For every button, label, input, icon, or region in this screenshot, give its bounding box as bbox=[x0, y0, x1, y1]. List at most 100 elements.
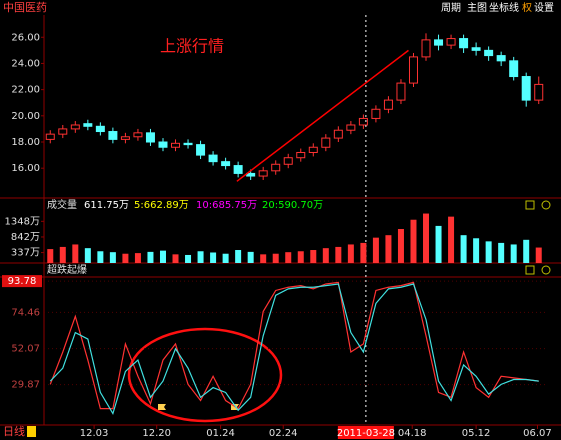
period-icon[interactable] bbox=[27, 426, 36, 437]
candle-body bbox=[183, 142, 193, 146]
volume-bar bbox=[423, 213, 430, 263]
candle-body bbox=[83, 123, 93, 127]
volume-bar bbox=[473, 238, 480, 263]
y-tick-label: 24.00 bbox=[11, 58, 40, 69]
volume-bar bbox=[435, 225, 442, 263]
volume-bar bbox=[134, 253, 141, 263]
y-tick-label: 93.78 bbox=[8, 276, 37, 287]
candle-body bbox=[371, 108, 381, 119]
volume-bar bbox=[347, 244, 354, 263]
period-label[interactable]: 日线 bbox=[3, 424, 25, 438]
volume-bar bbox=[322, 248, 329, 263]
candle-body bbox=[145, 132, 155, 143]
x-tick-label: 06.07 bbox=[523, 428, 552, 439]
volume-bar bbox=[97, 251, 104, 263]
trendline bbox=[236, 49, 409, 182]
candle-body bbox=[158, 141, 168, 148]
candle-body bbox=[459, 38, 469, 49]
volume-bar bbox=[47, 249, 54, 263]
x-tick-label: 04.18 bbox=[398, 428, 427, 439]
candle-body bbox=[108, 131, 118, 140]
volume-bar bbox=[510, 244, 517, 263]
candle-body bbox=[271, 163, 281, 172]
volume-bar bbox=[109, 252, 116, 263]
y-tick-label: 1348万 bbox=[5, 216, 40, 227]
legend-entry: 20:590.70万 bbox=[262, 200, 323, 211]
volume-bar bbox=[185, 254, 192, 263]
volume-bar bbox=[159, 250, 166, 263]
stock-title: 中国医药 bbox=[3, 1, 47, 14]
highlight-ellipse bbox=[127, 327, 283, 423]
x-tick-label: 01.24 bbox=[206, 428, 235, 439]
volume-bar bbox=[235, 250, 242, 263]
y-tick-label: 22.00 bbox=[11, 85, 40, 96]
menu-item: 主图 bbox=[467, 2, 487, 14]
candle-body bbox=[133, 132, 143, 138]
volume-bar bbox=[372, 237, 379, 263]
volume-bar bbox=[222, 253, 229, 263]
menu-item: 权 bbox=[522, 1, 532, 14]
volume-bar bbox=[247, 251, 254, 263]
volume-bar bbox=[285, 252, 292, 263]
frame bbox=[0, 15, 561, 426]
volume-bar bbox=[72, 244, 79, 263]
candle-body bbox=[308, 146, 318, 153]
candle-body bbox=[509, 60, 519, 78]
volume-bar bbox=[197, 251, 204, 263]
panel-title: 超跌起爆 bbox=[47, 263, 87, 276]
volume-bar bbox=[210, 252, 217, 263]
candle-body bbox=[208, 154, 218, 163]
menu-item: 坐标线 bbox=[489, 1, 519, 14]
x-tick-label: 12.03 bbox=[80, 428, 109, 439]
legend-entry: 10:685.75万 bbox=[196, 200, 257, 211]
zoom-icon[interactable] bbox=[541, 200, 551, 210]
candle-body bbox=[171, 142, 181, 148]
candle-body bbox=[45, 133, 55, 140]
candle-body bbox=[446, 38, 456, 46]
panel-title: 成交量 bbox=[47, 198, 77, 211]
volume-bar bbox=[485, 241, 492, 263]
volume-bar bbox=[360, 242, 367, 263]
panel-icon[interactable] bbox=[525, 265, 535, 275]
volume-bar bbox=[272, 253, 279, 263]
zoom-icon[interactable] bbox=[541, 265, 551, 275]
candle-body bbox=[484, 49, 494, 57]
candle-body bbox=[421, 39, 431, 58]
candle-body bbox=[496, 55, 506, 62]
volume-bar bbox=[448, 216, 455, 263]
volume-bar bbox=[172, 254, 179, 263]
panel-icon[interactable] bbox=[525, 200, 535, 210]
candle-body bbox=[95, 125, 105, 133]
candle-body bbox=[233, 165, 243, 174]
legend-entry: 611.75万 bbox=[84, 200, 129, 211]
volume-bar bbox=[460, 235, 467, 263]
volume-bar bbox=[535, 247, 542, 263]
volume-bar bbox=[335, 246, 342, 263]
menu-item: 设置 bbox=[534, 2, 554, 14]
current-value-box bbox=[2, 275, 42, 288]
volume-bar bbox=[122, 253, 129, 263]
y-tick-label: 29.87 bbox=[11, 380, 40, 391]
candle-body bbox=[396, 82, 406, 101]
y-tick-label: 16.00 bbox=[11, 163, 40, 174]
y-tick-label: 26.00 bbox=[11, 32, 40, 43]
candle-body bbox=[521, 76, 531, 101]
candle-body bbox=[296, 151, 306, 159]
y-tick-label: 842万 bbox=[11, 232, 40, 243]
volume-bar bbox=[297, 251, 304, 263]
candle-body bbox=[120, 136, 130, 140]
volume-bar bbox=[397, 229, 404, 263]
volume-bar bbox=[310, 250, 317, 263]
volume-bar bbox=[385, 235, 392, 263]
candle-body bbox=[58, 128, 68, 135]
candle-body bbox=[358, 117, 368, 126]
menu-item: 周期 bbox=[441, 2, 461, 14]
y-tick-label: 337万 bbox=[11, 248, 40, 259]
annotation: 上涨行情 bbox=[160, 37, 224, 56]
x-tick-label: 12.20 bbox=[142, 428, 171, 439]
y-tick-label: 20.00 bbox=[11, 111, 40, 122]
volume-bar bbox=[147, 251, 154, 263]
indicator-line bbox=[49, 283, 539, 415]
candle-body bbox=[321, 137, 331, 148]
